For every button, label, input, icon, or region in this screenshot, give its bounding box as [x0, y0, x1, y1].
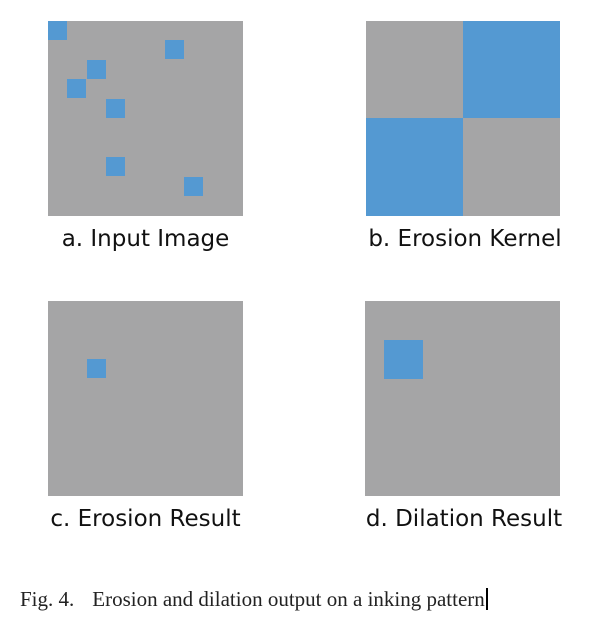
text-cursor — [485, 588, 488, 610]
input-pixel — [87, 60, 106, 79]
caption-text: Erosion and dilation output on a inking … — [92, 587, 485, 611]
dilation-block — [384, 340, 423, 379]
erosion-pixel — [87, 359, 106, 378]
dilation-result-grid — [365, 301, 560, 496]
input-pixel — [48, 21, 67, 40]
input-image-grid — [48, 21, 243, 216]
erosion-kernel-grid — [366, 21, 560, 216]
figure-number: Fig. 4. — [20, 587, 75, 611]
input-image-label: a. Input Image — [61, 226, 230, 252]
input-pixel — [165, 40, 184, 59]
input-pixel — [184, 177, 203, 196]
kernel-cell — [463, 21, 560, 118]
kernel-cell — [366, 118, 463, 216]
erosion-kernel-label: b. Erosion Kernel — [368, 226, 562, 252]
input-pixel — [67, 79, 86, 98]
erosion-result-label: c. Erosion Result — [50, 506, 241, 532]
figure-caption: Fig. 4. Erosion and dilation output on a … — [20, 586, 488, 612]
input-pixel — [106, 157, 125, 176]
dilation-result-label: d. Dilation Result — [365, 506, 563, 532]
erosion-result-grid — [48, 301, 243, 496]
input-pixel — [106, 99, 125, 118]
